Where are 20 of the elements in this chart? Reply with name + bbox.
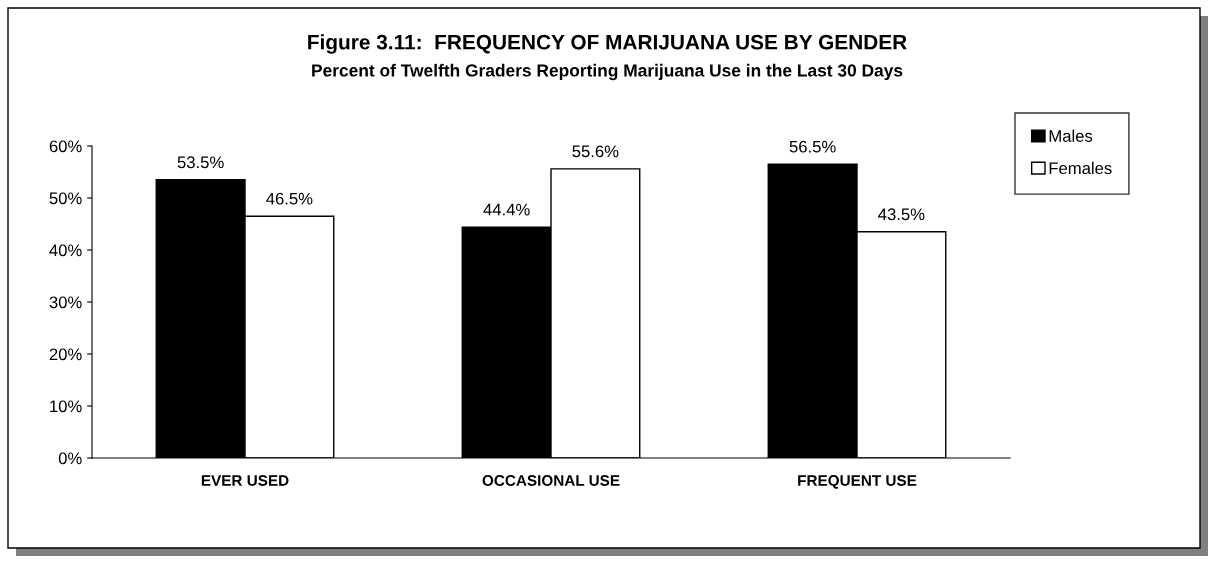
data-label: 46.5% [266,192,313,205]
y-tick-label: 40% [49,244,82,257]
x-tick-label: FREQUENT USE [798,475,917,489]
legend-label: Females [1049,161,1112,175]
x-tick-label: OCCASIONAL USE [482,475,620,486]
data-label: 43.5% [878,208,925,221]
y-tick-label: 60% [49,140,82,153]
x-tick-label: EVER USED [201,475,289,486]
y-tick-label: 10% [50,400,82,413]
y-tick-label: 0% [58,452,82,465]
y-tick-label: 50% [49,192,82,205]
legend-label: Males [1049,129,1093,142]
data-label: 44.4% [483,203,530,216]
data-label: 55.6% [572,145,619,158]
y-tick-label: 20% [49,348,82,361]
data-label: 56.5% [789,140,836,153]
data-label: 53.5% [177,156,224,169]
chart-subtitle: Percent of Twelfth Graders Reporting Marijuana Use in the Last 30 Days [312,63,903,81]
chart-title: Figure 3.11: FREQUENCY OF MARIJUANA USE BY GENDER [308,34,907,54]
y-tick-label: 30% [49,296,82,309]
